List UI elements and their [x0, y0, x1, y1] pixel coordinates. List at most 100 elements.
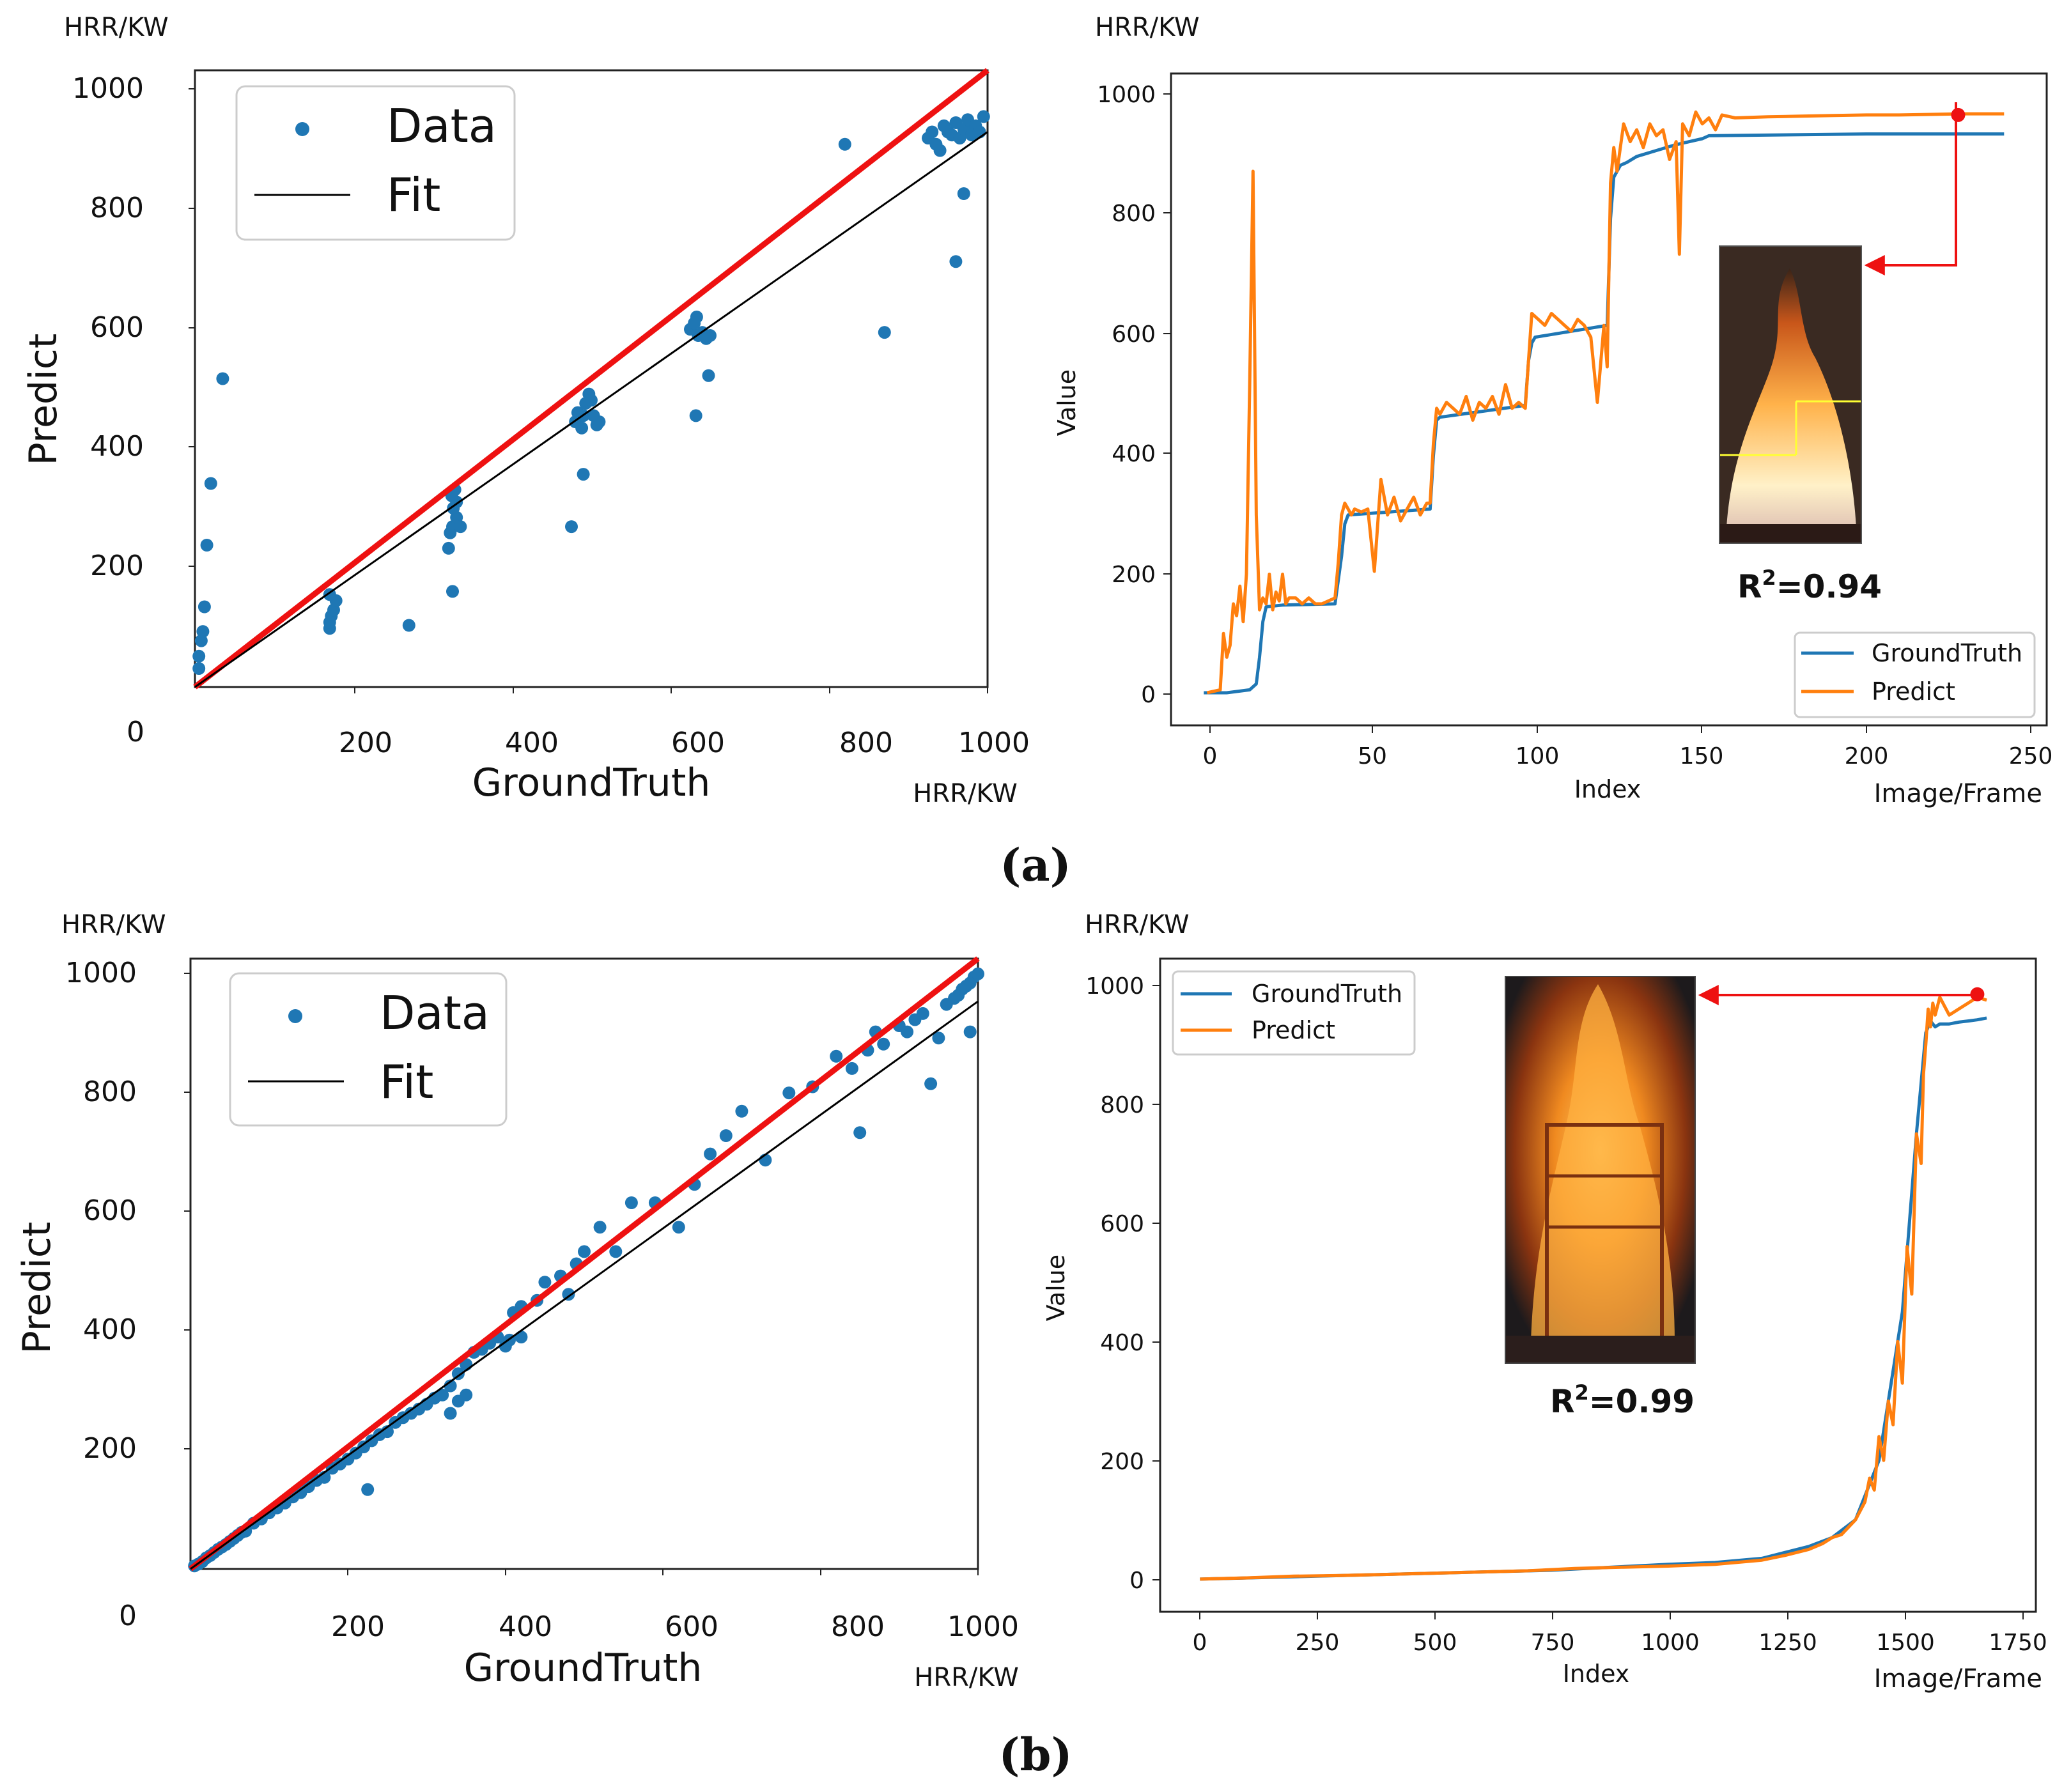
- y-tick-label: 400: [1112, 441, 1156, 467]
- x-tick-label: 1000: [958, 727, 1030, 759]
- x-unit-label: Image/Frame: [1874, 779, 2042, 808]
- data-point: [578, 1245, 591, 1258]
- inset-floor: [1505, 1336, 1695, 1363]
- x-ticks: 0 200 400 600 800 1000: [119, 1569, 1019, 1643]
- origin-label: 0: [127, 716, 144, 748]
- y-ticks: 0 200 400 600 800 1000: [1097, 82, 1171, 708]
- y-unit-label: HRR/KW: [1085, 910, 1190, 939]
- series-line-groundtruth: [1204, 132, 2005, 695]
- data-point: [672, 1221, 685, 1234]
- data-point: [565, 520, 578, 534]
- x-tick-label: 750: [1531, 1630, 1575, 1656]
- x-ticks: 0 250 500 750 1000 1250 1500 1750: [1193, 1612, 2047, 1656]
- legend-data-label: Data: [387, 99, 497, 153]
- data-point: [949, 255, 963, 268]
- y-tick-label: 0: [1129, 1568, 1144, 1594]
- data-point: [924, 1077, 938, 1090]
- data-point: [538, 1276, 552, 1289]
- legend-predict-label: Predict: [1252, 1016, 1335, 1044]
- x-tick-label: 50: [1358, 743, 1387, 769]
- data-point: [196, 625, 210, 638]
- legend-box: [1794, 631, 2036, 718]
- data-point: [830, 1049, 843, 1063]
- data-point: [853, 1126, 867, 1139]
- data-point: [451, 1367, 465, 1380]
- y-tick-label: 600: [90, 311, 144, 344]
- inset-border: [1505, 976, 1696, 1364]
- y-ticks: 200 400 600 800 1000: [72, 72, 195, 582]
- x-unit-label: HRR/KW: [913, 779, 1018, 808]
- scatter-marks: [188, 956, 984, 1573]
- data-point: [402, 619, 415, 632]
- data-point: [204, 477, 217, 490]
- data-point: [192, 649, 206, 663]
- x-unit-label: Image/Frame: [1874, 1664, 2042, 1694]
- y-tick-label: 800: [90, 192, 144, 224]
- panel-b-scatter: HRR/KW 200 400 600 800 1000 0 200 400 60…: [15, 910, 1019, 1692]
- y-tick-label: 600: [1100, 1211, 1144, 1237]
- plot-frame: [1159, 957, 2037, 1613]
- ideal-line: [189, 956, 980, 1572]
- legend-fit-label: Fit: [380, 1055, 433, 1109]
- y-tick-label: 400: [1100, 1330, 1144, 1356]
- data-point: [689, 409, 702, 422]
- x-tick-label: 0: [1193, 1630, 1207, 1656]
- data-point: [719, 1129, 733, 1142]
- data-point: [577, 468, 590, 481]
- x-tick-label: 0: [1203, 743, 1218, 769]
- data-point: [702, 369, 715, 382]
- legend: Data Fit: [235, 85, 516, 241]
- x-tick-label: 1750: [1989, 1630, 2047, 1656]
- x-tick-label: 200: [339, 727, 392, 759]
- ideal-line: [193, 68, 989, 690]
- data-point: [444, 1407, 457, 1420]
- y-tick-label: 1000: [65, 957, 137, 989]
- caption-a: (a): [1000, 838, 1071, 892]
- fit-line: [190, 1000, 979, 1570]
- legend: GroundTruth Predict: [1172, 970, 1416, 1056]
- x-tick-label: 200: [331, 1610, 385, 1643]
- y-tick-label: 600: [83, 1194, 137, 1227]
- series-line-predict: [1206, 110, 2005, 695]
- data-point: [198, 600, 211, 614]
- data-point: [704, 1147, 717, 1161]
- line-marks: [1204, 107, 2005, 695]
- data-point: [877, 1037, 890, 1051]
- data-point: [593, 415, 606, 428]
- r2-label: R2=0.94: [1737, 566, 1882, 605]
- y-tick-label: 1000: [72, 72, 144, 105]
- y-tick-label: 200: [83, 1432, 137, 1465]
- legend-predict-label: Predict: [1872, 677, 1955, 706]
- legend-groundtruth-label: GroundTruth: [1252, 980, 1402, 1008]
- data-point: [957, 187, 970, 200]
- panel-a-scatter: HRR/KW 200 400 600 800 1000 0 200 400 60…: [21, 13, 1030, 808]
- y-unit-label: HRR/KW: [64, 13, 169, 42]
- data-point: [704, 329, 717, 342]
- x-tick-label: 400: [505, 727, 559, 759]
- data-point: [436, 1388, 449, 1402]
- data-point: [916, 1007, 929, 1020]
- y-tick-label: 400: [90, 430, 144, 463]
- x-axis-label: Index: [1563, 1660, 1630, 1688]
- y-tick-label: 200: [1112, 562, 1156, 588]
- y-tick-label: 1000: [1097, 82, 1156, 108]
- legend-groundtruth-label: GroundTruth: [1872, 639, 2022, 667]
- legend-box: [1172, 970, 1416, 1056]
- data-point: [932, 1031, 945, 1045]
- origin-label: 0: [119, 1600, 137, 1632]
- x-tick-label: 400: [499, 1610, 552, 1643]
- plot-frame: [189, 957, 979, 1570]
- x-ticks: 0 50 100 150 200 250: [1203, 725, 2052, 769]
- x-tick-label: 1000: [1641, 1630, 1700, 1656]
- data-point: [562, 1288, 575, 1301]
- plot-frame: [1170, 72, 2048, 727]
- inset-border: [1719, 245, 1862, 544]
- y-tick-label: 1000: [1085, 973, 1144, 1000]
- x-tick-label: 150: [1680, 743, 1724, 769]
- r2-label: R2=0.99: [1550, 1380, 1695, 1420]
- legend-data-marker: [295, 122, 309, 136]
- fire-inset-image: [1719, 245, 1862, 544]
- data-point: [460, 1388, 473, 1402]
- data-point: [444, 1379, 457, 1393]
- x-tick-label: 250: [1296, 1630, 1340, 1656]
